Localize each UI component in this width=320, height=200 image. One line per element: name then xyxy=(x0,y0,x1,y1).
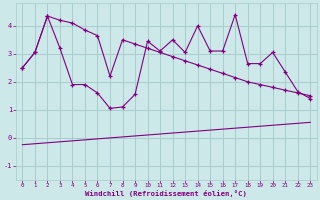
X-axis label: Windchill (Refroidissement éolien,°C): Windchill (Refroidissement éolien,°C) xyxy=(85,190,247,197)
